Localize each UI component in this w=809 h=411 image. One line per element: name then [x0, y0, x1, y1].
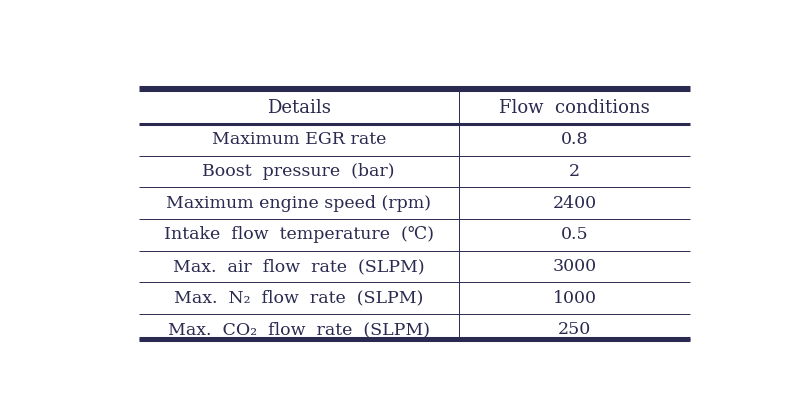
Text: Intake  flow  temperature  (℃): Intake flow temperature (℃) — [163, 226, 434, 243]
Text: 2400: 2400 — [553, 195, 597, 212]
Text: Max.  N₂  flow  rate  (SLPM): Max. N₂ flow rate (SLPM) — [174, 290, 423, 307]
Text: 250: 250 — [558, 321, 591, 338]
Text: Maximum engine speed (rpm): Maximum engine speed (rpm) — [166, 195, 431, 212]
Text: Maximum EGR rate: Maximum EGR rate — [212, 132, 386, 148]
Text: 1000: 1000 — [553, 290, 596, 307]
Text: 2: 2 — [569, 163, 580, 180]
Text: Boost  pressure  (bar): Boost pressure (bar) — [202, 163, 395, 180]
Text: Max.  CO₂  flow  rate  (SLPM): Max. CO₂ flow rate (SLPM) — [167, 321, 430, 338]
Text: 0.8: 0.8 — [561, 132, 588, 148]
Text: Details: Details — [267, 99, 331, 117]
Text: 3000: 3000 — [553, 258, 597, 275]
Text: 0.5: 0.5 — [561, 226, 588, 243]
Text: Flow  conditions: Flow conditions — [499, 99, 650, 117]
Text: Max.  air  flow  rate  (SLPM): Max. air flow rate (SLPM) — [173, 258, 425, 275]
